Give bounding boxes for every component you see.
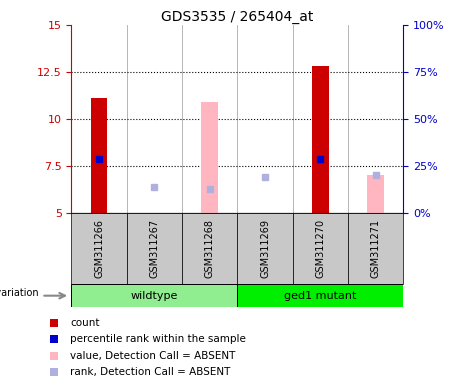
Text: GSM311267: GSM311267 xyxy=(149,219,160,278)
Text: rank, Detection Call = ABSENT: rank, Detection Call = ABSENT xyxy=(70,367,230,377)
Text: wildtype: wildtype xyxy=(131,291,178,301)
Text: count: count xyxy=(70,318,100,328)
Bar xyxy=(367,175,384,213)
Text: percentile rank within the sample: percentile rank within the sample xyxy=(70,334,246,344)
Bar xyxy=(71,284,237,307)
Bar xyxy=(71,213,127,284)
Bar xyxy=(201,102,218,213)
Bar xyxy=(91,98,107,213)
Text: GSM311268: GSM311268 xyxy=(205,219,215,278)
Bar xyxy=(312,66,329,213)
Bar xyxy=(348,213,403,284)
Text: GSM311266: GSM311266 xyxy=(94,219,104,278)
Bar xyxy=(237,213,293,284)
Title: GDS3535 / 265404_at: GDS3535 / 265404_at xyxy=(161,10,313,24)
Bar xyxy=(127,213,182,284)
Text: value, Detection Call = ABSENT: value, Detection Call = ABSENT xyxy=(70,351,235,361)
Bar xyxy=(293,213,348,284)
Bar xyxy=(237,284,403,307)
Text: genotype/variation: genotype/variation xyxy=(0,288,39,298)
Text: GSM311269: GSM311269 xyxy=(260,219,270,278)
Text: GSM311270: GSM311270 xyxy=(315,219,325,278)
Text: ged1 mutant: ged1 mutant xyxy=(284,291,356,301)
Text: GSM311271: GSM311271 xyxy=(371,219,381,278)
Bar xyxy=(182,213,237,284)
